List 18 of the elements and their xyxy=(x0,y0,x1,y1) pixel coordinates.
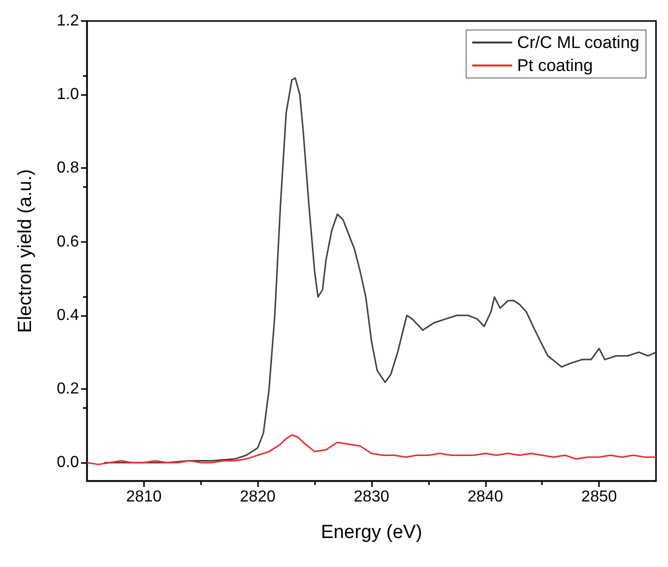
y-tick-label: 1.2 xyxy=(56,12,80,30)
line-series xyxy=(86,434,657,466)
line-series xyxy=(103,77,657,464)
x-tick-label: 2840 xyxy=(468,488,504,506)
x-axis-title: Energy (eV) xyxy=(320,522,422,543)
y-tick-label: 0.8 xyxy=(56,160,80,177)
x-tick-label: 2820 xyxy=(240,488,276,506)
x-tick-label: 2810 xyxy=(126,488,162,506)
y-tick-label: 0.4 xyxy=(56,306,80,324)
y-tick-label: 0.0 xyxy=(56,454,80,472)
legend-label: Pt coating xyxy=(517,56,593,75)
y-tick-label: 0.6 xyxy=(56,233,80,250)
y-tick-label: 0.2 xyxy=(56,380,80,398)
x-tick-label: 2830 xyxy=(354,488,390,506)
y-tick-label: 1.0 xyxy=(56,86,80,104)
x-tick-label: 2850 xyxy=(581,488,617,506)
y-axis-title: Electron yield (a.u.) xyxy=(15,169,36,333)
legend-label: Cr/C ML coating xyxy=(517,33,640,52)
